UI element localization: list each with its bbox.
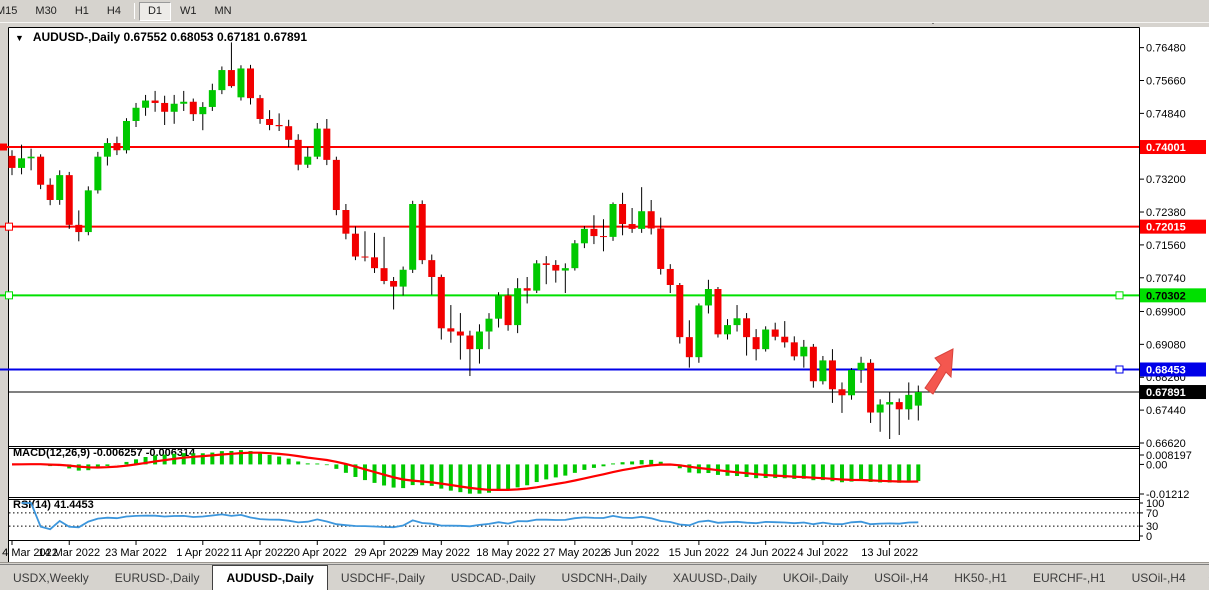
svg-text:0.70740: 0.70740 xyxy=(1146,273,1186,285)
hline-0.68453[interactable] xyxy=(0,365,1139,374)
tab-eurchf-h1[interactable]: EURCHF-,H1 xyxy=(1032,570,1106,585)
svg-text:100: 100 xyxy=(1146,498,1164,510)
rsi-value: 41.4453 xyxy=(53,499,94,511)
svg-text:70: 70 xyxy=(1146,508,1158,520)
chart-symbol-label: AUDUSD-,Daily xyxy=(32,30,121,44)
chart-window: ▼ AUDUSD-,Daily 0.67552 0.68053 0.67181 … xyxy=(0,23,1209,564)
price-badge-0.74001: 0.74001 xyxy=(1140,140,1206,155)
svg-text:6 Jun 2022: 6 Jun 2022 xyxy=(605,547,659,559)
svg-text:0.71560: 0.71560 xyxy=(1146,240,1186,252)
svg-text:-0.01212: -0.01212 xyxy=(1146,489,1189,501)
svg-text:0.008197: 0.008197 xyxy=(1146,450,1192,462)
svg-text:0.73200: 0.73200 xyxy=(1146,174,1186,186)
tab-usdcnh-daily[interactable]: USDCNH-,Daily xyxy=(561,570,647,585)
price-badge-0.70302: 0.70302 xyxy=(1140,288,1206,303)
timeframe-button-m30[interactable]: M30 xyxy=(35,5,57,17)
svg-text:0.66620: 0.66620 xyxy=(1146,438,1186,450)
svg-text:1 Apr 2022: 1 Apr 2022 xyxy=(176,547,229,559)
svg-text:20 Apr 2022: 20 Apr 2022 xyxy=(288,547,347,559)
timeframe-toolbar: M15 M30 H1 H4 D1 W1 MN xyxy=(0,0,1209,23)
collapse-arrow-icon[interactable]: ▼ xyxy=(15,33,24,43)
chart-title: ▼ AUDUSD-,Daily 0.67552 0.68053 0.67181 … xyxy=(15,30,307,44)
svg-text:0.72015: 0.72015 xyxy=(1146,222,1186,234)
svg-text:0.69080: 0.69080 xyxy=(1146,339,1186,351)
price-badge-0.68453: 0.68453 xyxy=(1140,362,1206,377)
candlesticks xyxy=(8,42,922,439)
svg-text:24 Jun 2022: 24 Jun 2022 xyxy=(735,547,796,559)
macd-indicator-label: MACD(12,26,9) -0.006257 -0.006314 xyxy=(13,447,196,459)
chart-shift-marker-icon[interactable] xyxy=(927,23,939,24)
svg-text:0.67440: 0.67440 xyxy=(1146,405,1186,417)
svg-text:15 Jun 2022: 15 Jun 2022 xyxy=(669,547,730,559)
price-badge-0.72015: 0.72015 xyxy=(1140,219,1206,234)
hline-0.70302[interactable] xyxy=(0,291,1139,300)
timeframe-button-mn[interactable]: MN xyxy=(214,5,232,17)
chart-ohlc-values: 0.67552 0.68053 0.67181 0.67891 xyxy=(123,30,308,44)
svg-text:23 Mar 2022: 23 Mar 2022 xyxy=(105,547,167,559)
svg-text:11 Apr 2022: 11 Apr 2022 xyxy=(231,547,290,559)
svg-text:0.68453: 0.68453 xyxy=(1146,364,1186,376)
svg-text:13 Jul 2022: 13 Jul 2022 xyxy=(861,547,918,559)
svg-text:0.00: 0.00 xyxy=(1146,459,1167,471)
symbol-tabbar: USDX,Weekly EURUSD-,Daily AUDUSD-,Daily USD… xyxy=(0,564,1209,590)
macd-signal-line xyxy=(11,451,919,491)
tab-usdchf-daily[interactable]: USDCHF-,Daily xyxy=(340,570,425,585)
hline-0.72015[interactable] xyxy=(0,222,1139,231)
tab-audusd-daily[interactable]: AUDUSD-,Daily xyxy=(212,565,328,590)
timeframe-button-m15[interactable]: M15 xyxy=(0,5,18,17)
tab-hk50-h1[interactable]: HK50-,H1 xyxy=(954,570,1007,585)
tab-usoil-h4[interactable]: USOil-,H4 xyxy=(1131,570,1186,585)
macd-values: -0.006257 -0.006314 xyxy=(93,447,196,459)
svg-text:30: 30 xyxy=(1146,521,1158,533)
tab-scroll-buttons: ◂▸ xyxy=(1199,565,1209,590)
hline-0.74001[interactable] xyxy=(0,143,1139,151)
svg-text:0.75660: 0.75660 xyxy=(1146,75,1186,87)
tab-usoil-h4[interactable]: USOil-,H4 xyxy=(874,570,929,585)
svg-text:0.76480: 0.76480 xyxy=(1146,43,1186,55)
rsi-line xyxy=(21,502,919,531)
tab-eurusd-daily[interactable]: EURUSD-,Daily xyxy=(114,570,200,585)
timeframe-button-h1[interactable]: H1 xyxy=(74,5,89,17)
svg-text:4 Jul 2022: 4 Jul 2022 xyxy=(798,547,849,559)
svg-text:0.69900: 0.69900 xyxy=(1146,306,1186,318)
timeframe-button-d1[interactable]: D1 xyxy=(138,2,171,21)
toolbar-divider xyxy=(133,3,135,19)
timeframe-button-h4[interactable]: H4 xyxy=(106,5,121,17)
price-axis: 0.76480 0.75660 0.74840 0.73200 0.72380 0.715… xyxy=(1139,43,1186,450)
tab-usdcad-daily[interactable]: USDCAD-,Daily xyxy=(450,570,536,585)
svg-text:14 Mar 2022: 14 Mar 2022 xyxy=(38,547,100,559)
tab-ukoil-daily[interactable]: UKOil-,Daily xyxy=(782,570,849,585)
chart-canvas[interactable]: 0.76480 0.75660 0.74840 0.73200 0.72380 0.715… xyxy=(0,23,1209,564)
svg-text:0.74840: 0.74840 xyxy=(1146,108,1186,120)
tab-xauusd-daily[interactable]: XAUUSD-,Daily xyxy=(672,570,757,585)
svg-text:0.74001: 0.74001 xyxy=(1146,142,1186,154)
svg-text:0.72380: 0.72380 xyxy=(1146,207,1186,219)
price-badge-0.67891: 0.67891 xyxy=(1140,385,1206,400)
svg-text:18 May 2022: 18 May 2022 xyxy=(476,547,540,559)
svg-text:4 Mar 2022: 4 Mar 2022 xyxy=(2,547,58,559)
tab-usdx-weekly[interactable]: USDX,Weekly xyxy=(13,570,89,585)
svg-text:27 May 2022: 27 May 2022 xyxy=(543,547,607,559)
svg-text:29 Apr 2022: 29 Apr 2022 xyxy=(354,547,413,559)
trend-arrow-annotation[interactable] xyxy=(924,348,954,395)
svg-text:0.67891: 0.67891 xyxy=(1146,387,1186,399)
timeframe-button-w1[interactable]: W1 xyxy=(180,5,197,17)
svg-text:0: 0 xyxy=(1146,531,1152,543)
svg-text:9 May 2022: 9 May 2022 xyxy=(413,547,470,559)
svg-text:0.70302: 0.70302 xyxy=(1146,290,1186,302)
